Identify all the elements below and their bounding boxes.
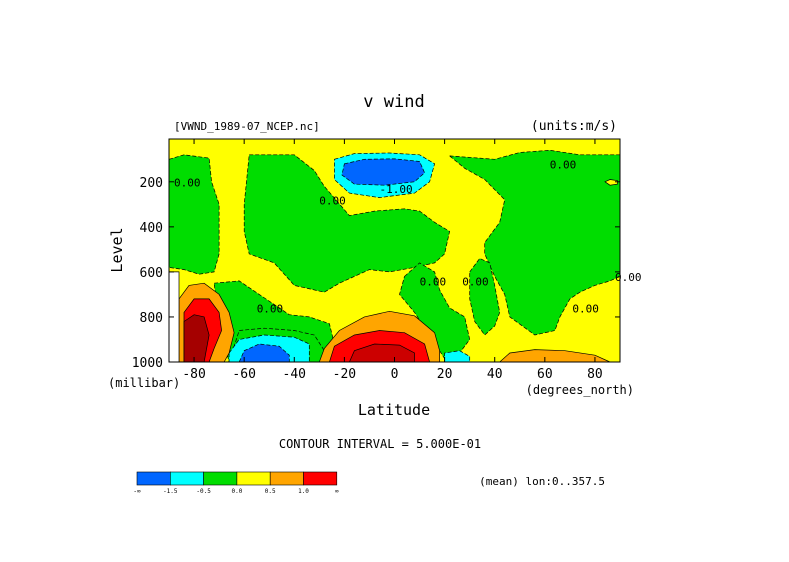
x-tick-label: -20	[333, 367, 356, 382]
x-tick-label: 0	[391, 367, 399, 382]
y-axis-label: Level	[108, 227, 126, 272]
y-tick-label: 800	[140, 311, 163, 326]
plot-area: 0.00 -1.00 0.00 0.00 0.00 0.00 0.00 0.00 0.00	[168, 138, 642, 363]
colorbar-label: 0.5	[265, 488, 276, 495]
x-tick-label: 60	[537, 367, 553, 382]
contour-region-mid-green-column	[243, 154, 450, 293]
contour-region-north-edge-yellow-blob	[604, 179, 618, 186]
colorbar-label: 1.0	[298, 488, 309, 495]
contour-region-south-darkred-core	[183, 314, 210, 363]
contour-label-6: 0.00	[257, 302, 284, 315]
x-tick-label: 20	[437, 367, 453, 382]
contour-interval-label: CONTOUR INTERVAL = 5.000E-01	[279, 437, 481, 451]
chart-title: v wind	[363, 92, 424, 112]
colorbar-label: ∞	[335, 488, 339, 495]
x-axis-units: (degrees_north)	[526, 383, 634, 397]
contour-regions	[168, 149, 621, 363]
x-axis: -80 -60 -40 -20 0 20 40 60 80	[182, 139, 603, 382]
colorbar-label: -∞	[133, 488, 141, 495]
x-tick-label: 80	[587, 367, 603, 382]
contour-labels: 0.00 -1.00 0.00 0.00 0.00 0.00 0.00 0.00 0.00	[174, 158, 642, 315]
contour-region-upper-south-green	[168, 154, 220, 275]
x-tick-label: -80	[182, 367, 205, 382]
colorbar-swatch	[303, 471, 338, 486]
contour-label-8: 0.00	[615, 271, 642, 284]
colorbar-label: -1.5	[163, 488, 178, 495]
contour-region-north-green	[448, 149, 621, 336]
contour-region-equatorial-green-lobe	[399, 262, 471, 360]
colorbar-swatch	[136, 471, 171, 486]
file-label: [VWND_1989-07_NCEP.nc]	[174, 120, 320, 133]
colorbar-swatch	[203, 471, 238, 486]
x-tick-label: -60	[232, 367, 255, 382]
x-tick-label: 40	[487, 367, 503, 382]
colorbar-swatch	[236, 471, 271, 486]
colorbar-swatch	[269, 471, 304, 486]
contour-region-tropical-blue-core	[341, 158, 426, 186]
x-tick-label: -40	[283, 367, 306, 382]
units-label: (units:m/s)	[531, 119, 617, 134]
mean-label: (mean) lon:0..357.5	[479, 475, 605, 488]
contour-label-0: 0.00	[174, 176, 201, 189]
y-tick-label: 1000	[132, 356, 163, 371]
colorbar-label: -0.5	[196, 488, 211, 495]
y-tick-label: 600	[140, 266, 163, 281]
colorbar-swatch	[170, 471, 204, 486]
contour-region-northeast-green-spur	[469, 257, 501, 336]
y-axis: 200 400 600 800 1000	[132, 176, 620, 371]
contour-label-7: 0.00	[572, 302, 599, 315]
colorbar: -∞ -1.5 -0.5 0.0 0.5 1.0 ∞	[133, 471, 339, 495]
contour-label-1: -1.00	[380, 183, 413, 196]
contour-label-2: 0.00	[550, 158, 577, 171]
y-tick-label: 200	[140, 176, 163, 191]
colorbar-label: 0.0	[231, 488, 242, 495]
contour-label-3: 0.00	[319, 194, 346, 207]
x-axis-label: Latitude	[358, 401, 430, 419]
y-axis-units: (millibar)	[108, 376, 180, 390]
y-tick-label: 400	[140, 221, 163, 236]
contour-label-4: 0.00	[420, 275, 447, 288]
contour-label-5: 0.00	[462, 275, 489, 288]
